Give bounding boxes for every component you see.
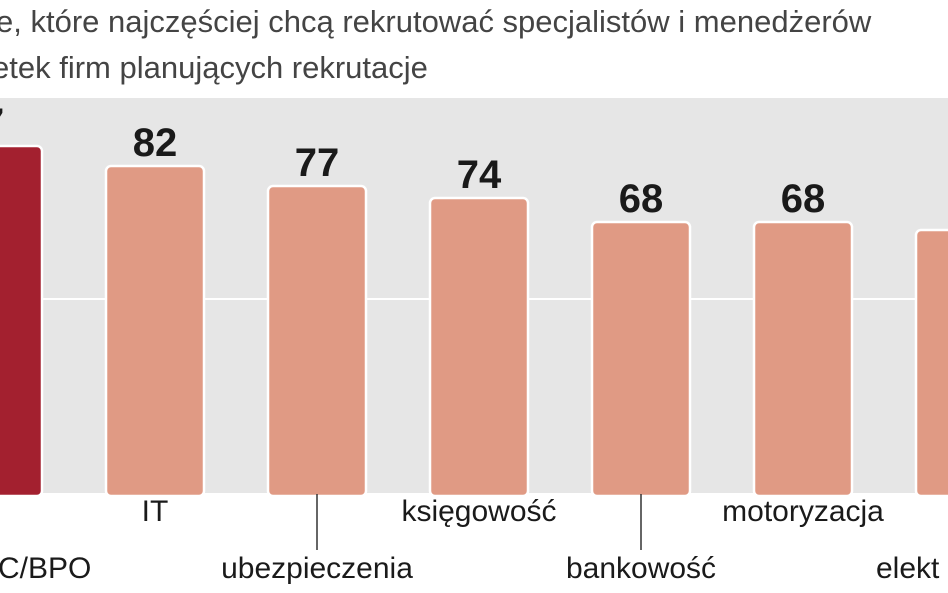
category-label: elekt: [876, 552, 940, 585]
chart-title: e, które najczęściej chcą rekrutować spe…: [0, 4, 872, 39]
bar: [428, 196, 530, 498]
category-label: SC/BPO: [0, 552, 91, 585]
category-label: księgowość: [401, 495, 556, 528]
bar: [266, 184, 368, 498]
bar: [0, 144, 44, 498]
bar-value-label: 77: [295, 141, 340, 185]
bar: [752, 220, 854, 498]
bar-value-label: 68: [619, 177, 664, 221]
bar-value-label: 74: [457, 153, 502, 197]
bar-value-label: 82: [133, 121, 178, 165]
bar: [914, 228, 948, 498]
category-label: bankowość: [566, 552, 716, 585]
chart-subtitle: etek firm planujących rekrutacje: [0, 50, 428, 85]
bar: [590, 220, 692, 498]
category-label: ubezpieczenia: [221, 552, 413, 585]
category-label: IT: [142, 495, 169, 528]
bar: [104, 164, 206, 498]
bar-value-label: 7: [0, 101, 4, 145]
category-label: motoryzacja: [722, 495, 884, 528]
bar-value-label: 68: [781, 177, 826, 221]
